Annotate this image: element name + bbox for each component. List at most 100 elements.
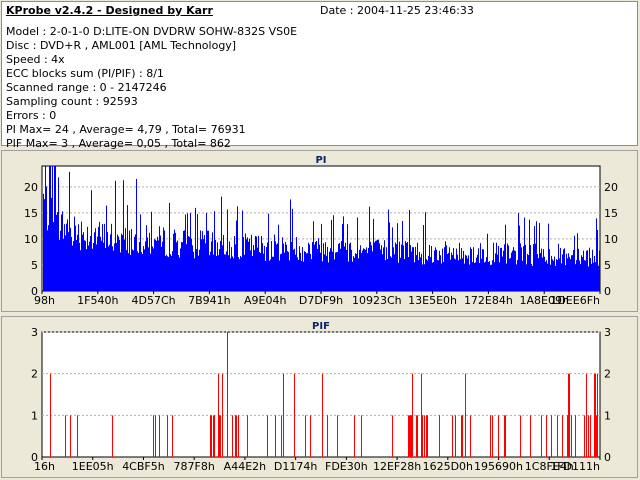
pi-bar bbox=[569, 256, 570, 291]
pi-bar bbox=[298, 259, 299, 291]
pi-bar bbox=[370, 241, 371, 291]
pif-bar bbox=[541, 415, 542, 457]
pi-bar bbox=[584, 260, 585, 291]
pi-bar bbox=[598, 265, 599, 291]
pi-bar bbox=[389, 222, 390, 291]
pi-bar bbox=[354, 257, 355, 291]
pi-bar bbox=[505, 224, 506, 291]
pi-bar bbox=[575, 264, 576, 291]
pi-bar bbox=[150, 253, 151, 291]
pi-bar bbox=[142, 254, 143, 291]
pi-bar bbox=[243, 237, 244, 291]
pi-bar bbox=[560, 247, 561, 291]
sampling-line: Sampling count : 92593 bbox=[6, 95, 138, 108]
pi-bar bbox=[582, 257, 583, 291]
pi-bar bbox=[63, 238, 64, 291]
pi-bar bbox=[559, 258, 560, 291]
pi-bar bbox=[52, 166, 53, 291]
pif-bar bbox=[337, 415, 338, 457]
pi-bar bbox=[417, 242, 418, 291]
pi-bar bbox=[401, 244, 402, 291]
pi-bar bbox=[109, 244, 110, 291]
pi-bar bbox=[522, 260, 523, 291]
pi-bar bbox=[49, 166, 50, 291]
pi-bar bbox=[214, 211, 215, 291]
pi-bar bbox=[369, 206, 370, 291]
pi-bar bbox=[118, 236, 119, 291]
pi-bar bbox=[403, 245, 404, 291]
pi-bar bbox=[44, 199, 45, 291]
pi-bar bbox=[62, 211, 63, 291]
pi-bar bbox=[184, 230, 185, 291]
pi-bar bbox=[53, 221, 54, 291]
pif-bar bbox=[409, 415, 410, 457]
pif-stats-line: PIF Max= 3 , Average= 0,05 , Total= 862 bbox=[6, 137, 231, 150]
pi-bar bbox=[516, 264, 517, 291]
pi-bar bbox=[325, 242, 326, 291]
x-tick-label: 1FD111h bbox=[550, 460, 600, 473]
pi-bar bbox=[349, 243, 350, 291]
pi-bar bbox=[502, 256, 503, 291]
pi-bar bbox=[483, 249, 484, 291]
x-tick-label: 10923Ch bbox=[352, 294, 402, 307]
pi-bar bbox=[513, 247, 514, 291]
pif-chart-panel: PIF 0 0 1 1 2 2 3 3 16h 1EE05h 4CBF5h 787F8h A44E2h D1… bbox=[1, 316, 638, 478]
x-tick-label: A9E04h bbox=[244, 294, 286, 307]
pi-bar bbox=[297, 257, 298, 291]
pi-bar bbox=[258, 235, 259, 291]
pi-bar bbox=[306, 253, 307, 291]
pi-bar bbox=[482, 249, 483, 291]
pi-bar bbox=[262, 243, 263, 291]
pif-bar bbox=[159, 415, 160, 457]
pi-bar bbox=[529, 219, 530, 291]
pif-bar bbox=[490, 415, 491, 457]
x-tick-label: 13E5E0h bbox=[408, 294, 457, 307]
pi-bar bbox=[245, 233, 246, 291]
pi-bar bbox=[590, 258, 591, 291]
pi-bar bbox=[592, 249, 593, 291]
pi-bar bbox=[434, 250, 435, 291]
pi-bar bbox=[479, 262, 480, 291]
pi-bar bbox=[242, 210, 243, 291]
pi-bar bbox=[534, 226, 535, 291]
pi-bar bbox=[250, 250, 251, 291]
pi-bar bbox=[446, 245, 447, 291]
pif-bar bbox=[455, 415, 456, 457]
pi-bar bbox=[518, 213, 519, 291]
pi-bar bbox=[469, 264, 470, 291]
x-tick-label: 12EF28h bbox=[373, 460, 421, 473]
pi-bar bbox=[348, 261, 349, 291]
pi-bar bbox=[356, 253, 357, 291]
pif-bar bbox=[470, 415, 471, 457]
pi-bar bbox=[312, 242, 313, 291]
pi-bar bbox=[61, 214, 62, 291]
pi-bar bbox=[283, 243, 284, 291]
pi-bar bbox=[290, 199, 291, 291]
pif-bar bbox=[551, 415, 552, 457]
x-tick-label: 787F8h bbox=[174, 460, 215, 473]
pi-bar bbox=[147, 237, 148, 291]
pi-bar bbox=[175, 232, 176, 291]
pi-bar bbox=[246, 239, 247, 291]
pi-bar bbox=[174, 229, 175, 291]
y-tick-left: 1 bbox=[31, 409, 38, 422]
pi-bar bbox=[404, 259, 405, 291]
pi-bar bbox=[519, 225, 520, 291]
pi-bar bbox=[468, 255, 469, 291]
x-tick-label: D7DF9h bbox=[299, 294, 343, 307]
pi-bar bbox=[467, 258, 468, 291]
pi-bar bbox=[193, 251, 194, 291]
pi-bar bbox=[486, 257, 487, 291]
pi-bar bbox=[339, 242, 340, 291]
pi-bar bbox=[238, 257, 239, 291]
pi-bar bbox=[314, 244, 315, 291]
pi-bar bbox=[472, 262, 473, 291]
pi-bar bbox=[491, 264, 492, 291]
pi-bar bbox=[75, 225, 76, 291]
pif-bar bbox=[462, 415, 463, 457]
pif-bar bbox=[411, 415, 412, 457]
pi-bar bbox=[359, 249, 360, 291]
pi-bar bbox=[512, 250, 513, 291]
pi-bar bbox=[267, 242, 268, 291]
pi-bar bbox=[270, 259, 271, 291]
